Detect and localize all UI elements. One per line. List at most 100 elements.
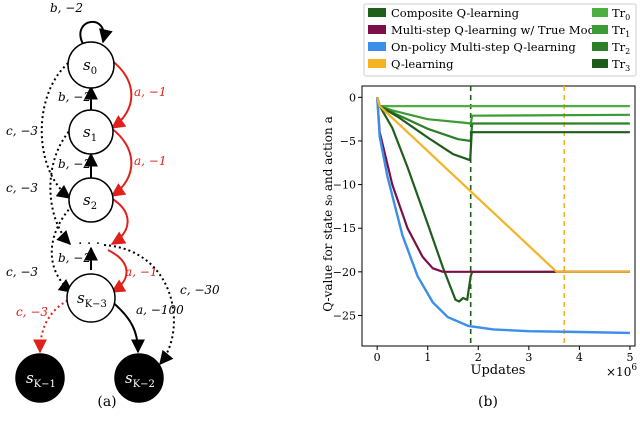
c-edge-s1-dots bbox=[49, 127, 73, 246]
x-axis-multiplier-base: ×10 bbox=[606, 365, 631, 379]
a-edge-s0-s1 bbox=[110, 59, 133, 129]
node-label-sub: K−2 bbox=[133, 379, 155, 390]
x-axis-multiplier: ×106 bbox=[606, 363, 637, 379]
legend-swatch bbox=[368, 59, 386, 68]
self-loop-edge bbox=[79, 20, 113, 45]
a-edge-sK3-sK2 bbox=[109, 299, 145, 354]
c-edge-s2-sK3 bbox=[50, 205, 74, 293]
series-layer bbox=[376, 96, 630, 335]
y-tick-label: −5 bbox=[340, 135, 356, 148]
c-edge-s1-dots-label: c, −3 bbox=[6, 181, 38, 195]
legend-label-tr-sub: 2 bbox=[625, 47, 630, 56]
node-label: sK−2 bbox=[125, 369, 155, 390]
legend-swatch-tr bbox=[592, 25, 608, 34]
a-edge-dots-sK3 bbox=[107, 249, 128, 293]
a-edge-dots-sK3-label: a, −1 bbox=[125, 265, 157, 279]
node-label: s0 bbox=[83, 56, 97, 77]
series-line-tr2 bbox=[376, 96, 630, 143]
c-edge-s0-s2-label: c, −3 bbox=[6, 124, 38, 138]
node-label: s1 bbox=[83, 123, 97, 144]
y-axis-label: Q-value for state s₀ and action a bbox=[321, 116, 335, 311]
y-tick-label: −10 bbox=[333, 179, 356, 192]
x-tick-label: 2 bbox=[475, 351, 482, 364]
node-label-sub: K−3 bbox=[85, 299, 107, 310]
legend-label-tr: Tr3 bbox=[612, 57, 630, 73]
b-edge-s2-s1-label: b, −2 bbox=[58, 157, 91, 171]
legend-label-tr-base: Tr bbox=[612, 6, 626, 20]
node-label: sK−1 bbox=[26, 369, 56, 390]
legend-label: On-policy Multi-step Q-learning bbox=[391, 40, 576, 54]
series-line-composite-q-learning bbox=[376, 96, 630, 303]
series-line-on-policy-multi-step-q-learning bbox=[376, 97, 630, 335]
x-tick-label: 4 bbox=[576, 351, 583, 364]
legend-label-tr-sub: 0 bbox=[625, 13, 630, 22]
legend-swatch bbox=[368, 42, 386, 51]
node-label: sK−3 bbox=[77, 289, 107, 310]
caption-a: (a) bbox=[97, 394, 116, 410]
legend-label-tr-base: Tr bbox=[612, 40, 626, 54]
legend-swatch bbox=[368, 25, 386, 34]
legend: Composite Q-learning Multi-step Q-learnin… bbox=[368, 6, 630, 73]
plot-frame bbox=[361, 85, 636, 347]
series-line-q-learning bbox=[376, 96, 630, 273]
c-edge-dots-sK2 bbox=[103, 244, 175, 366]
node-s1: s1 bbox=[68, 109, 114, 155]
node-label-sub: 1 bbox=[91, 133, 97, 144]
legend-swatch-tr bbox=[592, 8, 608, 17]
caption-b: (b) bbox=[478, 394, 498, 410]
legend-swatch-tr bbox=[592, 42, 608, 51]
self-loop-label: b, −2 bbox=[50, 1, 83, 15]
a-edge-s2-dots bbox=[110, 197, 129, 245]
node-label-base: s bbox=[125, 369, 133, 387]
x-tick-label: 5 bbox=[626, 351, 633, 364]
node-label-sub: 0 bbox=[91, 66, 97, 77]
node-circle bbox=[68, 109, 114, 155]
legend-label-tr-sub: 1 bbox=[625, 30, 630, 39]
x-tick-label: 0 bbox=[374, 351, 381, 364]
node-sK1: sK−1 bbox=[15, 353, 65, 403]
node-label-base: s bbox=[83, 56, 91, 74]
legend-label: Composite Q-learning bbox=[391, 6, 520, 20]
node-label-base: s bbox=[26, 369, 34, 387]
mdp-diagram: b, −2 b, −2 b, −2 b, −2 · · · a, −1 a, −… bbox=[6, 1, 220, 410]
a-edge-s0-s1-label: a, −1 bbox=[134, 85, 166, 99]
legend-label-tr: Tr2 bbox=[612, 40, 630, 56]
series-line-tr0 bbox=[376, 96, 630, 108]
legend-label-tr-base: Tr bbox=[612, 57, 626, 71]
node-circle bbox=[67, 41, 115, 89]
legend-swatch bbox=[368, 8, 386, 17]
vertical-markers bbox=[469, 86, 566, 346]
x-tick-label: 1 bbox=[424, 351, 431, 364]
legend-label-tr-sub: 3 bbox=[625, 64, 630, 73]
node-label-base: s bbox=[77, 289, 85, 307]
node-s2: s2 bbox=[68, 177, 114, 223]
y-tick-label: −15 bbox=[333, 222, 356, 235]
x-tick-label: 3 bbox=[525, 351, 532, 364]
axis-ticks: 0 1 2 3 4 5 0 −5 −10 −15 −20 −25 bbox=[333, 91, 634, 364]
series-line-tr1 bbox=[376, 96, 630, 125]
a-edge-sK3-sK2-label: a, −100 bbox=[136, 303, 184, 317]
y-tick-label: 0 bbox=[349, 91, 356, 104]
node-s0: s0 bbox=[67, 41, 115, 89]
node-label-base: s bbox=[83, 191, 91, 209]
a-edge-s1-s2-label: a, −1 bbox=[134, 154, 166, 168]
legend-label-tr: Tr0 bbox=[612, 6, 630, 22]
x-axis-multiplier-exp: 6 bbox=[631, 363, 637, 373]
c-edge-s2-sK3-label: c, −3 bbox=[6, 265, 38, 279]
y-tick-label: −25 bbox=[333, 309, 356, 322]
b-edge-sK3-label: b, −2 bbox=[58, 251, 91, 265]
node-sK3: sK−3 bbox=[66, 273, 116, 323]
x-axis-label: Updates bbox=[471, 363, 526, 378]
chart-panel: 0 1 2 3 4 5 0 −5 −10 −15 −20 −25 Composite Q-learni… bbox=[321, 3, 637, 410]
node-circle bbox=[114, 353, 164, 403]
node-label-base: s bbox=[83, 123, 91, 141]
a-edge-s1-s2 bbox=[110, 127, 133, 197]
series-line-multi-step-q-learning-w-true-model bbox=[376, 97, 630, 273]
y-tick-label: −20 bbox=[333, 266, 356, 279]
node-sK2: sK−2 bbox=[114, 353, 164, 403]
legend-label: Q-learning bbox=[391, 57, 454, 71]
node-circle bbox=[66, 273, 116, 323]
b-edge-s1-s0-label: b, −2 bbox=[58, 90, 91, 104]
